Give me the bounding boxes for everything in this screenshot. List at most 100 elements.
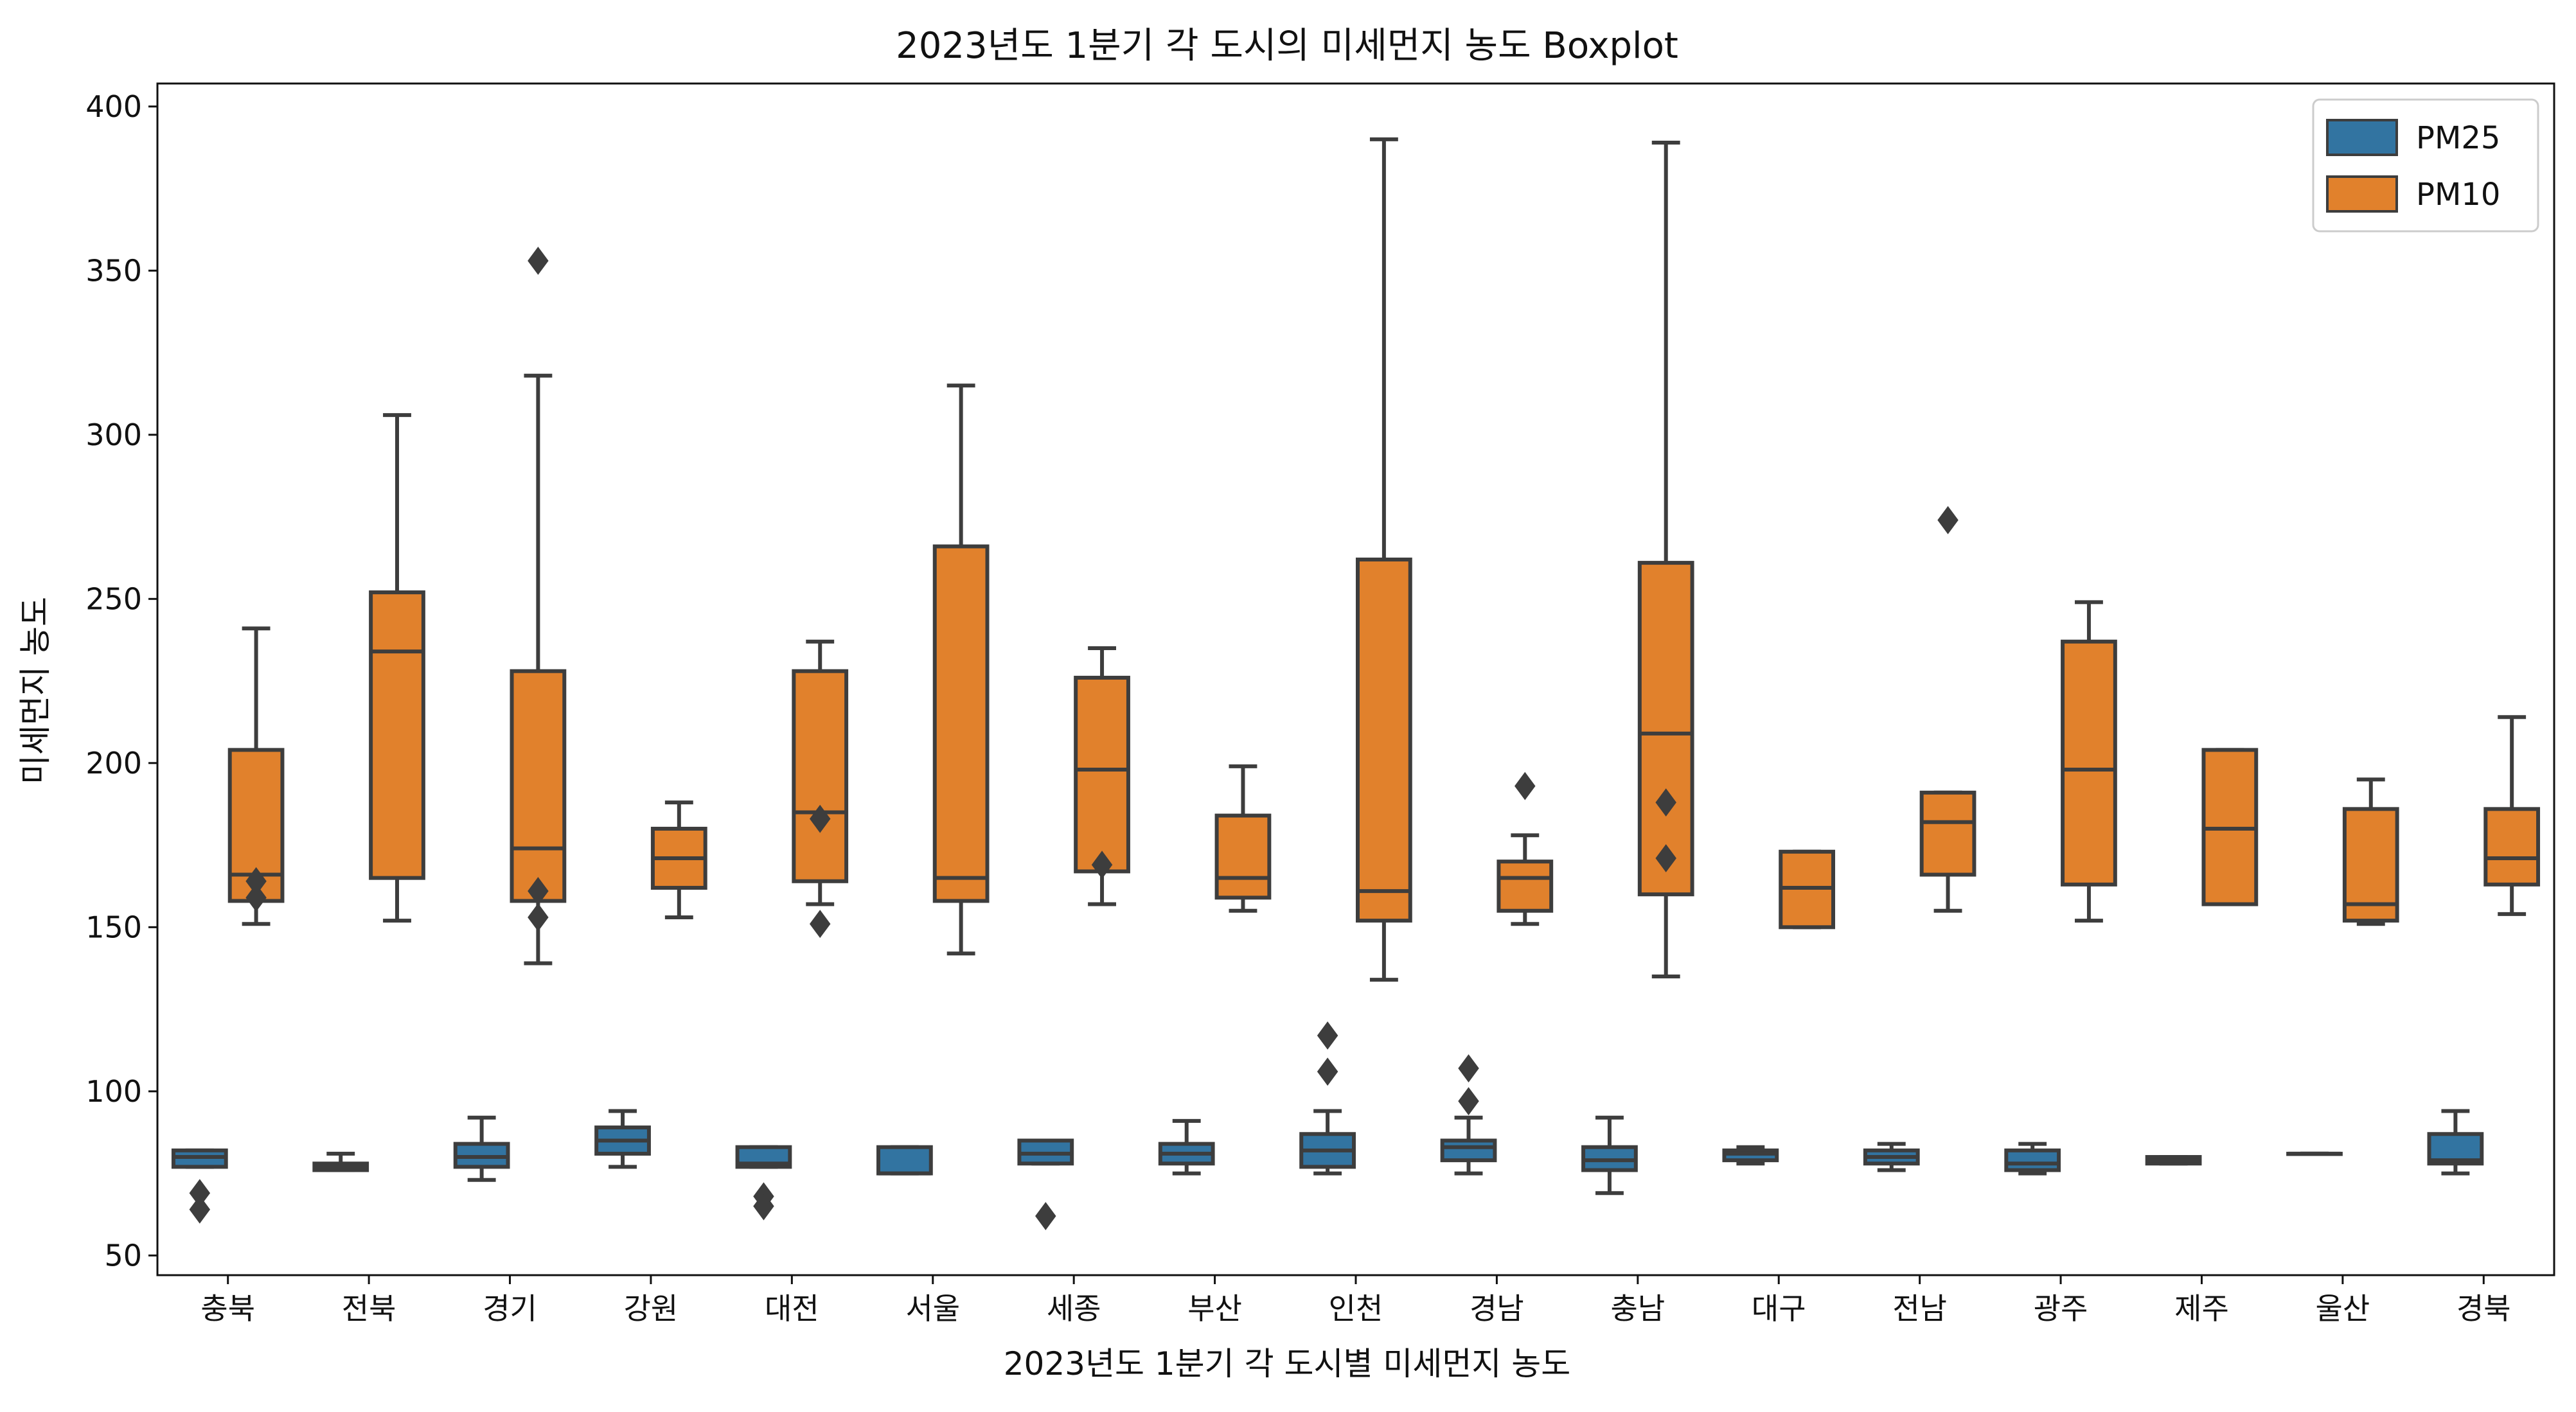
outlier-point (809, 804, 831, 833)
x-tick-label: 경남 (1470, 1291, 1524, 1326)
x-tick-label: 울산 (2316, 1291, 2370, 1326)
x-tick-label: 경기 (483, 1291, 537, 1326)
outlier-point (1317, 1057, 1338, 1086)
box-pm10 (1779, 849, 1836, 930)
x-tick-label: 부산 (1187, 1291, 1242, 1326)
box-pm10 (1214, 764, 1272, 913)
x-tick-label: 인천 (1329, 1291, 1383, 1326)
plot-area: 50 100 150 200 250 300 350 400 충북 전북 경기 강원 대전 서울 세종 부산 인… (85, 82, 2555, 1326)
box-iqr (876, 1145, 933, 1176)
box-pm25 (2145, 1155, 2202, 1166)
box-pm25 (1581, 1115, 1638, 1196)
outlier-point (1035, 1202, 1056, 1230)
box-pm10 (1497, 772, 1554, 926)
x-tick-label: 강원 (624, 1291, 679, 1326)
outlier-point (1655, 788, 1676, 817)
legend: PM25 PM10 (2312, 98, 2539, 233)
box-iqr (1497, 860, 1554, 913)
box-iqr (1214, 813, 1272, 900)
outlier-point (1515, 772, 1536, 800)
x-tick-label: 전북 (342, 1291, 396, 1326)
y-axis-label: 미세먼지 농도 (17, 597, 54, 784)
box-iqr (2342, 807, 2399, 923)
box-iqr (1356, 557, 1412, 923)
box-iqr (2004, 1148, 2061, 1172)
box-pm10 (792, 639, 849, 939)
outlier-point (1317, 1021, 1338, 1050)
y-tick-label: 300 (85, 418, 142, 452)
box-pm25 (735, 1145, 792, 1221)
legend-swatch-pm10 (2326, 175, 2398, 213)
x-tick-label: 서울 (905, 1291, 960, 1326)
outlier-point (1458, 1054, 1479, 1082)
y-tick-label: 400 (85, 89, 142, 124)
box-pm25 (453, 1115, 510, 1182)
box-pm10 (2483, 715, 2541, 916)
box-pm10 (227, 626, 285, 926)
outlier-point (245, 883, 267, 912)
y-tick-label: 150 (85, 910, 142, 944)
box-iqr (510, 669, 567, 903)
x-tick-label: 세종 (1047, 1291, 1101, 1326)
outlier-point (1655, 844, 1676, 872)
y-tick-label: 50 (104, 1238, 142, 1273)
y-tick-label: 100 (85, 1074, 142, 1109)
box-pm25 (1299, 1021, 1356, 1176)
chart-title: 2023년도 1분기 각 도시의 미세먼지 농도 Boxplot (896, 25, 1678, 67)
box-pm25 (171, 1148, 228, 1224)
box-iqr (932, 544, 990, 903)
y-tick-label: 350 (85, 253, 142, 288)
x-tick-label: 충남 (1611, 1291, 1666, 1326)
outlier-point (1458, 1087, 1479, 1116)
box-pm25 (1158, 1118, 1215, 1176)
box-pm25 (594, 1109, 651, 1169)
box-iqr (1919, 790, 1976, 877)
outlier-point (1937, 506, 1959, 534)
y-tick-label: 200 (85, 746, 142, 781)
outlier-point (528, 903, 549, 931)
box-pm10 (510, 247, 567, 966)
x-tick-label: 대전 (765, 1291, 819, 1326)
box-pm10 (1356, 137, 1412, 982)
box-iqr (2483, 807, 2541, 887)
box-pm25 (876, 1145, 933, 1176)
x-tick-label: 전남 (1892, 1291, 1947, 1326)
outlier-point (189, 1195, 211, 1224)
box-iqr (2061, 639, 2117, 887)
x-tick-label: 광주 (2034, 1291, 2088, 1326)
box-pm25 (1863, 1142, 1920, 1172)
x-tick-label: 대구 (1752, 1291, 1806, 1326)
legend-swatch-pm25 (2326, 119, 2398, 156)
outlier-point (753, 1192, 774, 1221)
box-pm25 (1722, 1145, 1779, 1166)
outlier-point (1091, 851, 1113, 879)
x-tick-label: 제주 (2174, 1291, 2229, 1326)
box-iqr (369, 590, 425, 880)
box-pm25 (2427, 1109, 2484, 1176)
legend-label-pm25: PM25 (2416, 120, 2500, 156)
box-pm10 (369, 413, 425, 923)
box-iqr (792, 669, 849, 883)
box-pm25 (1017, 1138, 1074, 1230)
box-pm25 (312, 1151, 369, 1172)
box-pm25 (1440, 1054, 1497, 1176)
box-iqr (1074, 675, 1130, 874)
box-pm10 (1919, 506, 1976, 913)
box-pm10 (932, 384, 990, 956)
outlier-point (809, 910, 831, 939)
outlier-point (528, 247, 549, 275)
x-tick-label: 충북 (200, 1291, 255, 1326)
y-tick-label: 250 (85, 581, 142, 616)
box-pm10 (1637, 140, 1694, 978)
box-pm25 (2004, 1142, 2061, 1176)
axes-frame (156, 82, 2555, 1276)
box-pm10 (2342, 777, 2399, 926)
box-iqr (1637, 561, 1694, 897)
box-pm10 (2061, 600, 2117, 923)
x-axis-label: 2023년도 1분기 각 도시별 미세먼지 농도 (1004, 1345, 1571, 1382)
box-pm10 (650, 800, 707, 919)
x-tick-label: 경북 (2456, 1291, 2511, 1326)
